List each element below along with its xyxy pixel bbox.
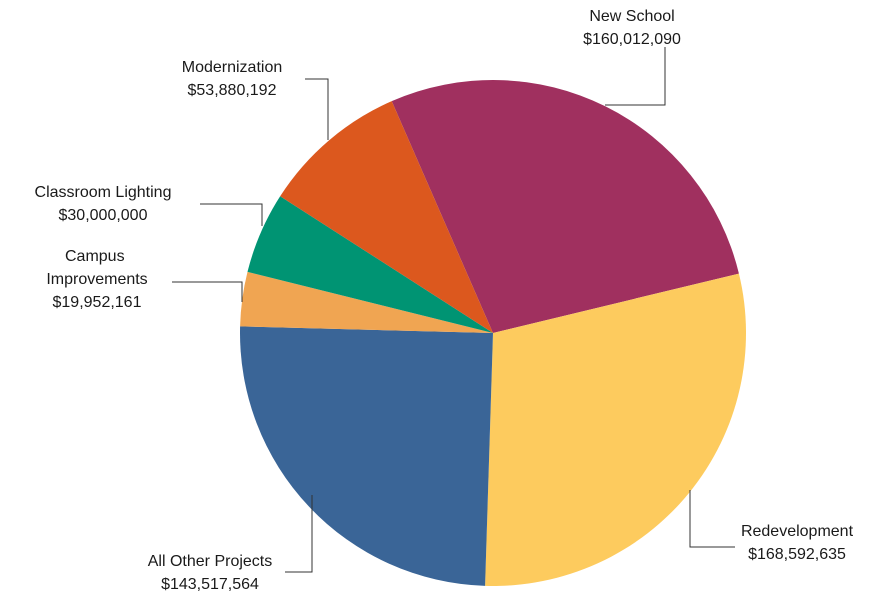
slice-label: Campus Improvements [46, 248, 147, 288]
leader-line [689, 490, 735, 548]
slice-value-label: $160,012,090 [583, 31, 681, 48]
slice-value-label: $53,880,192 [188, 82, 277, 99]
leader-line [172, 281, 243, 302]
pie-slice [240, 271, 493, 333]
pie-slice [391, 80, 739, 334]
pie-slice [485, 273, 746, 586]
leader-line [605, 47, 666, 106]
leader-line [200, 203, 263, 226]
pie-slice [247, 196, 493, 333]
pie-slice [240, 326, 493, 586]
slice-label-line: Campus [65, 248, 129, 265]
pie-slice [280, 101, 493, 333]
slice-value-label: $30,000,000 [59, 207, 148, 224]
slice-label-line: Improvements [46, 271, 147, 288]
leader-line [305, 78, 329, 140]
slice-value-label: $143,517,564 [161, 576, 259, 593]
slice-label: All Other Projects [148, 553, 272, 570]
slice-label: New School [589, 8, 674, 25]
slice-value-label: $168,592,635 [748, 546, 846, 563]
leader-line [285, 495, 313, 573]
slice-label: Redevelopment [741, 523, 854, 540]
slice-value-label: $19,952,161 [53, 294, 142, 311]
slice-label: Modernization [182, 59, 283, 76]
slice-label: Classroom Lighting [35, 184, 172, 201]
